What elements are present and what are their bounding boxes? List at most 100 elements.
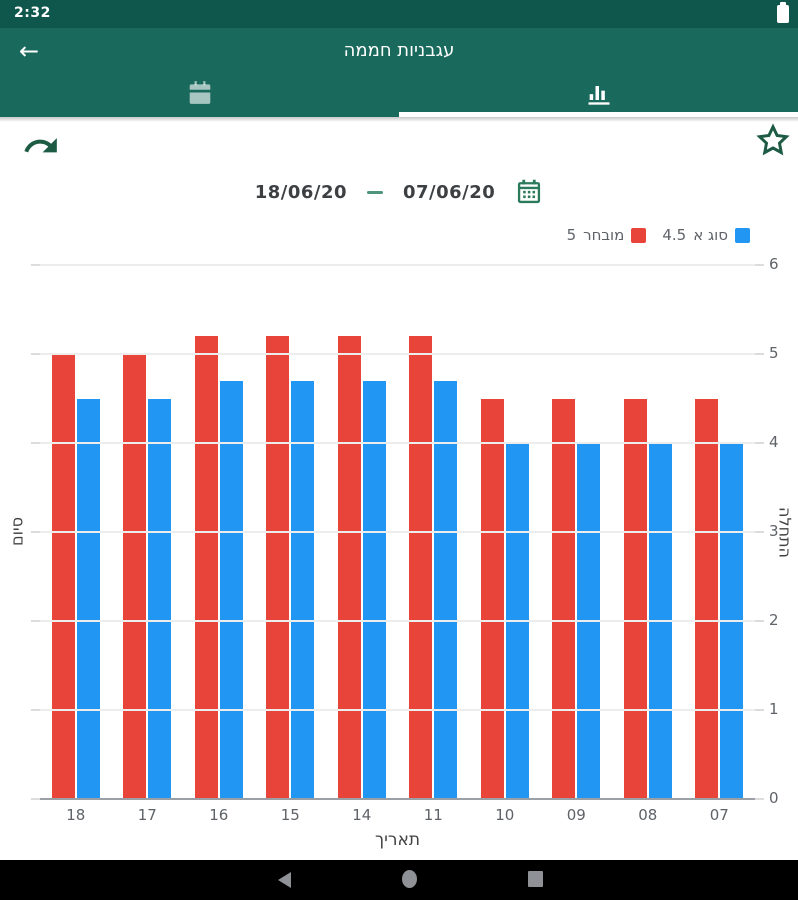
nav-back-button[interactable] bbox=[278, 872, 291, 888]
tab-bar bbox=[0, 72, 798, 117]
nav-home-button[interactable] bbox=[402, 870, 417, 888]
bar bbox=[148, 398, 172, 799]
axis-tick bbox=[755, 709, 764, 711]
axis-tick bbox=[31, 709, 40, 711]
bar bbox=[409, 336, 433, 799]
nav-recents-button[interactable] bbox=[528, 871, 543, 887]
bar-group bbox=[40, 354, 112, 799]
tab-chart[interactable] bbox=[399, 72, 798, 117]
legend-swatch-blue bbox=[735, 227, 750, 243]
x-tick-label: 07 bbox=[709, 806, 729, 824]
bar-group bbox=[541, 398, 613, 799]
axis-tick bbox=[31, 442, 40, 444]
bar bbox=[194, 336, 218, 799]
y-tick-label: 1 bbox=[769, 700, 779, 718]
x-axis-line bbox=[32, 798, 764, 800]
x-axis-title: תאריך bbox=[374, 830, 421, 850]
x-tick-label: 08 bbox=[638, 806, 658, 824]
date-range: 18/06/20 07/06/20 bbox=[0, 175, 798, 209]
axis-tick bbox=[755, 531, 764, 533]
bar bbox=[291, 380, 315, 799]
bar bbox=[552, 398, 576, 799]
y-tick-label: 0 bbox=[769, 789, 779, 807]
axis-tick bbox=[31, 531, 40, 533]
legend-value: 4.5 bbox=[662, 226, 687, 244]
axis-tick bbox=[755, 353, 764, 355]
gridline bbox=[40, 709, 755, 711]
axis-tick bbox=[31, 264, 40, 266]
star-outline-icon bbox=[753, 123, 793, 165]
legend-entry-red: מובחר 5 bbox=[567, 226, 647, 244]
y-tick-label: 5 bbox=[769, 344, 779, 362]
bar-group bbox=[684, 398, 756, 799]
bar bbox=[480, 398, 504, 799]
legend-entry-blue: סוג א 4.5 bbox=[662, 226, 750, 244]
x-tick-label: 14 bbox=[352, 806, 372, 824]
y-tick-label: 3 bbox=[769, 522, 779, 540]
bar-group bbox=[112, 354, 184, 799]
left-axis-title: סיום bbox=[7, 517, 27, 546]
legend-label: מובחר bbox=[583, 226, 625, 244]
bar-group bbox=[255, 336, 327, 799]
axis-tick bbox=[755, 620, 764, 622]
battery-icon bbox=[777, 2, 789, 23]
tab-form[interactable] bbox=[0, 72, 399, 117]
bar bbox=[76, 398, 100, 799]
x-tick-label: 16 bbox=[209, 806, 229, 824]
bar-chart-icon bbox=[585, 79, 613, 111]
y-tick-label: 4 bbox=[769, 433, 779, 451]
gridline bbox=[40, 442, 755, 444]
date-to-field[interactable]: 18/06/20 bbox=[254, 181, 347, 203]
x-tick-label: 09 bbox=[566, 806, 586, 824]
bar bbox=[219, 380, 243, 799]
clock: 2:32 bbox=[14, 5, 51, 21]
bar bbox=[123, 354, 147, 799]
bar bbox=[362, 380, 386, 799]
active-tab-indicator bbox=[399, 112, 798, 117]
axis-tick bbox=[755, 442, 764, 444]
date-range-dash bbox=[367, 190, 383, 194]
back-button[interactable]: ← bbox=[12, 34, 46, 68]
axis-tick bbox=[31, 353, 40, 355]
favorite-button[interactable] bbox=[753, 121, 795, 163]
bar-group bbox=[469, 398, 541, 799]
axis-tick bbox=[31, 620, 40, 622]
gridline bbox=[40, 620, 755, 622]
x-tick-label: 15 bbox=[280, 806, 300, 824]
app-bar: עגבניות חממה ← bbox=[0, 28, 798, 72]
legend-label: סוג א bbox=[693, 226, 728, 244]
y-tick-label: 6 bbox=[769, 255, 779, 273]
android-nav-bar bbox=[0, 860, 798, 900]
share-button[interactable] bbox=[20, 127, 62, 165]
x-tick-labels: 18 17 16 15 14 11 10 09 08 07 bbox=[40, 806, 755, 824]
date-from-field[interactable]: 07/06/20 bbox=[403, 181, 496, 203]
share-arrow-icon bbox=[20, 138, 62, 169]
plot-area bbox=[40, 264, 756, 799]
status-bar: 2:32 bbox=[0, 0, 798, 28]
date-picker-button[interactable] bbox=[515, 177, 543, 207]
bar-group bbox=[612, 398, 684, 799]
bar bbox=[695, 398, 719, 799]
x-tick-label: 10 bbox=[495, 806, 515, 824]
bar-group bbox=[398, 336, 470, 799]
legend-value: 5 bbox=[566, 226, 577, 244]
bar bbox=[434, 380, 458, 799]
gridline bbox=[40, 264, 755, 266]
gridline bbox=[40, 353, 755, 355]
x-tick-label: 11 bbox=[423, 806, 443, 824]
x-tick-label: 18 bbox=[66, 806, 86, 824]
arrow-left-icon: ← bbox=[18, 37, 40, 65]
calendar-icon bbox=[187, 80, 213, 110]
bar-group bbox=[326, 336, 398, 799]
page-title: עגבניות חממה bbox=[343, 40, 455, 61]
gridline bbox=[40, 531, 755, 533]
axis-tick bbox=[755, 798, 764, 800]
bar bbox=[51, 354, 75, 799]
axis-tick bbox=[755, 264, 764, 266]
bar bbox=[623, 398, 647, 799]
bar-group bbox=[183, 336, 255, 799]
axis-tick bbox=[31, 798, 40, 800]
header-shadow bbox=[0, 117, 798, 122]
x-tick-label: 17 bbox=[137, 806, 157, 824]
